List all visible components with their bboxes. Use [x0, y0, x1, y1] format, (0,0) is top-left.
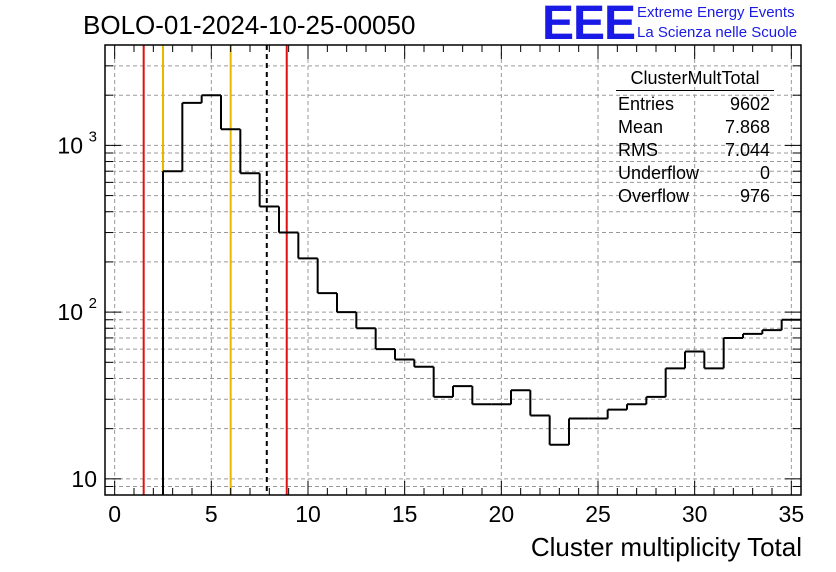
- stats-label: Mean: [618, 117, 664, 137]
- stats-name: ClusterMultTotal: [616, 68, 774, 91]
- y-tick-exponent: 3: [89, 128, 97, 145]
- stats-box: ClusterMultTotal Entries 9602 Mean 7.868 R…: [612, 68, 778, 208]
- stats-value: 976: [739, 186, 770, 206]
- eee-logo: EEE: [542, 0, 636, 50]
- stats-row-mean: Mean 7.868: [612, 116, 778, 139]
- stats-value: 7.044: [724, 140, 770, 160]
- axis-tick-labels: 0 5 10 15 20 25 30 35 10 10 2 10 3: [57, 128, 804, 527]
- x-tick-label: 20: [489, 501, 515, 527]
- x-tick-label: 25: [585, 501, 611, 527]
- stats-label: RMS: [618, 140, 658, 160]
- histogram-bins: [162, 94, 801, 495]
- x-tick-label: 15: [392, 501, 418, 527]
- stats-row-underflow: Underflow 0: [612, 162, 778, 185]
- histogram-title: BOLO-01-2024-10-25-00050: [83, 10, 416, 40]
- y-tick-exponent: 2: [89, 295, 97, 312]
- stats-label: Overflow: [618, 186, 690, 206]
- stats-value: 7.868: [724, 117, 770, 137]
- logo-subtitle-line1: Extreme Energy Events: [637, 4, 795, 21]
- x-tick-label: 5: [205, 501, 218, 527]
- y-tick-label: 10: [57, 299, 83, 325]
- stats-row-rms: RMS 7.044: [612, 139, 778, 162]
- x-tick-label: 35: [779, 501, 805, 527]
- x-axis-title: Cluster multiplicity Total: [530, 532, 802, 562]
- stats-row-overflow: Overflow 976: [612, 185, 778, 208]
- stats-value: 9602: [729, 94, 770, 114]
- stats-row-entries: Entries 9602: [612, 93, 778, 116]
- marker-lines: [142, 45, 288, 495]
- stats-label: Entries: [618, 94, 675, 114]
- x-tick-label: 30: [682, 501, 708, 527]
- logo-subtitle-line2: La Scienza nelle Scuole: [637, 24, 798, 41]
- plot-frame: [104, 44, 802, 496]
- y-tick-label: 10: [57, 132, 83, 158]
- x-tick-label: 10: [295, 501, 321, 527]
- stats-label: Underflow: [618, 163, 700, 183]
- x-tick-label: 0: [108, 501, 121, 527]
- stats-value: 0: [759, 163, 770, 183]
- y-tick-label: 10: [71, 466, 97, 492]
- axis-ticks: [105, 44, 801, 496]
